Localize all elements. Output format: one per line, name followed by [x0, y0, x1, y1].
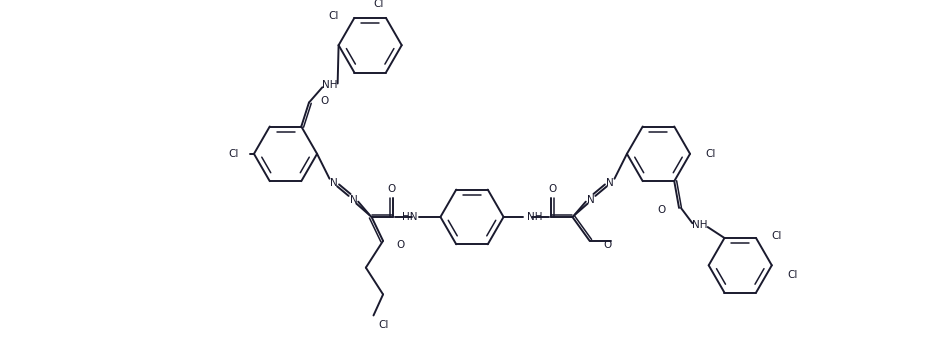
- Text: Cl: Cl: [705, 149, 716, 159]
- Text: Cl: Cl: [374, 0, 384, 10]
- Text: N: N: [606, 177, 614, 187]
- Text: Cl: Cl: [771, 231, 782, 241]
- Text: N: N: [349, 195, 357, 205]
- Text: O: O: [388, 184, 396, 194]
- Text: Cl: Cl: [379, 320, 389, 330]
- Text: N: N: [330, 177, 338, 187]
- Text: Cl: Cl: [787, 270, 798, 280]
- Text: O: O: [396, 240, 405, 250]
- Text: HN: HN: [402, 212, 417, 222]
- Text: Cl: Cl: [329, 11, 339, 21]
- Text: NH: NH: [322, 80, 338, 90]
- Text: NH: NH: [692, 220, 708, 230]
- Text: NH: NH: [527, 212, 542, 222]
- Text: O: O: [603, 240, 612, 250]
- Text: N: N: [587, 195, 595, 205]
- Text: O: O: [320, 96, 329, 106]
- Text: O: O: [657, 205, 666, 215]
- Text: Cl: Cl: [228, 149, 239, 159]
- Text: O: O: [548, 184, 556, 194]
